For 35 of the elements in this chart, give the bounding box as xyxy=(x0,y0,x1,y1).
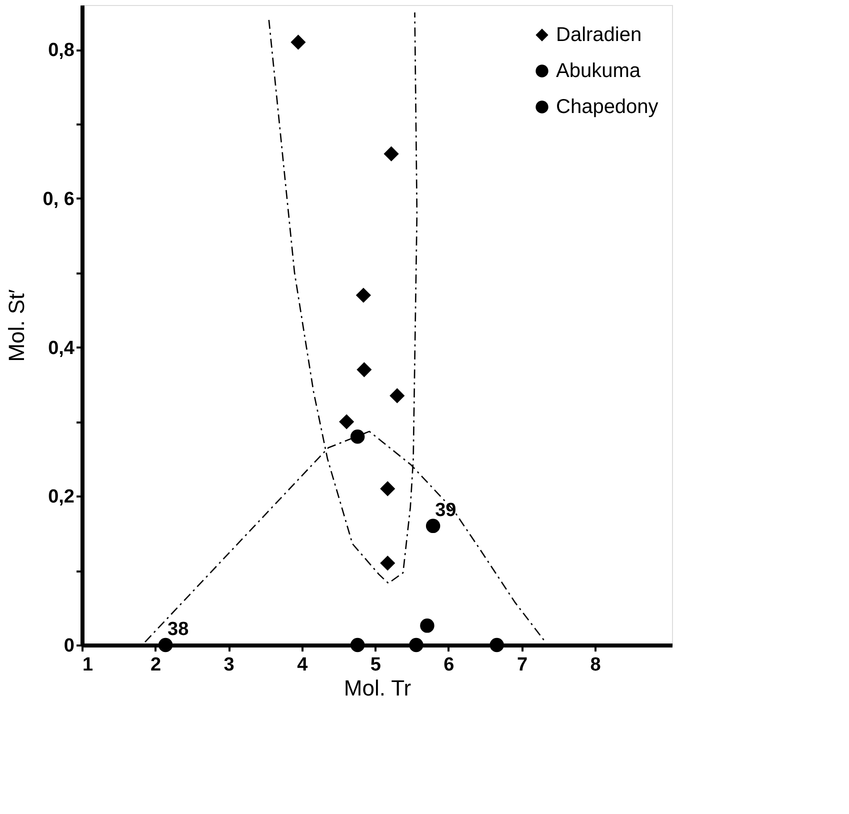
legend-label: Abukuma xyxy=(556,60,642,82)
point xyxy=(390,388,404,403)
point xyxy=(356,288,371,302)
point xyxy=(380,482,395,496)
x-tick-label: 3 xyxy=(224,654,234,676)
x-tick-label: 2 xyxy=(150,654,162,676)
x-tick-label: 5 xyxy=(370,654,382,676)
legend-label: Chapedony xyxy=(556,96,658,118)
x-axis-title: Mol. Tr xyxy=(344,676,412,700)
y-tick-label: 0,2 xyxy=(48,486,74,508)
point xyxy=(357,362,372,377)
point xyxy=(426,518,440,534)
point xyxy=(420,618,434,633)
x-tick-label: 4 xyxy=(297,654,308,676)
point xyxy=(339,414,354,429)
y-tick-label: 0,4 xyxy=(48,338,75,359)
x-tick-label: 7 xyxy=(516,654,528,676)
x-tick-label: 6 xyxy=(444,654,454,676)
annotation: 39 xyxy=(435,500,456,521)
y-tick-label: 0 xyxy=(64,636,74,656)
point xyxy=(350,638,365,652)
y-tick-label: 0,8 xyxy=(48,40,74,62)
annotation: 38 xyxy=(168,619,189,640)
legend-label: Dalradien xyxy=(556,24,642,46)
point xyxy=(350,430,365,444)
point xyxy=(158,638,173,652)
point xyxy=(490,638,504,652)
point xyxy=(380,556,395,570)
point xyxy=(409,638,424,652)
x-tick-label: 1 xyxy=(82,654,94,676)
x-tick-label: 8 xyxy=(590,654,601,676)
y-tick-label: 0, 6 xyxy=(42,188,74,210)
point xyxy=(291,35,306,50)
y-axis-title: Mol. St′ xyxy=(4,289,29,362)
point xyxy=(384,146,398,161)
